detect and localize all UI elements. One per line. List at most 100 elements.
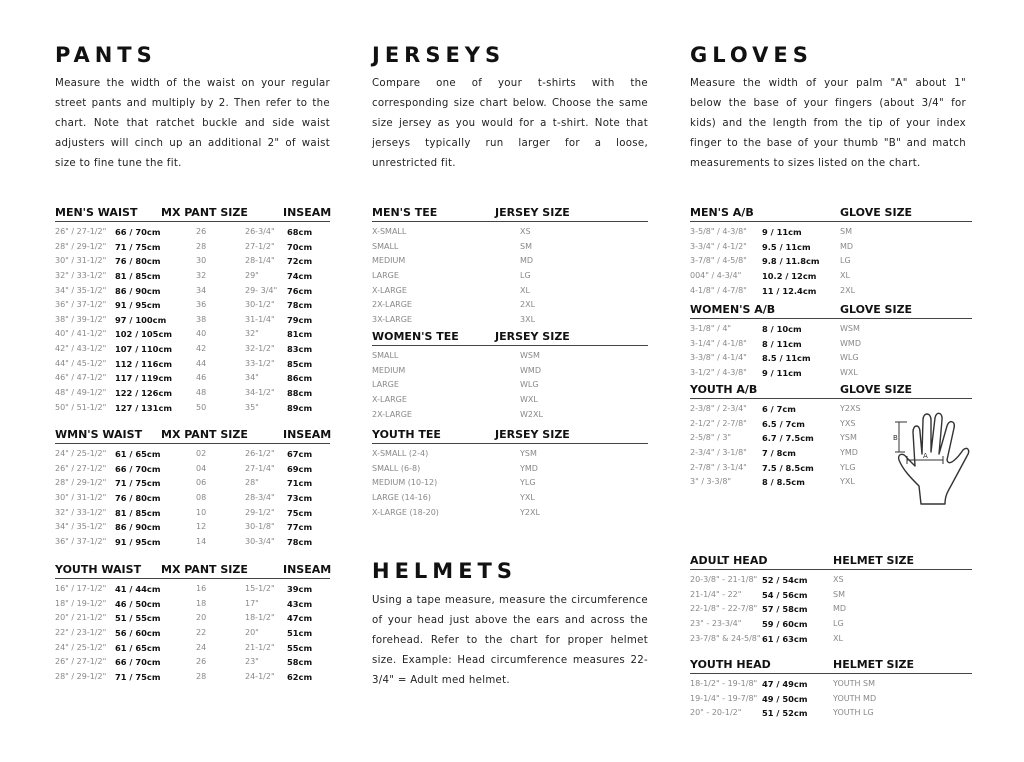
table-row: 30" / 31-1/2" 76 / 80cm 30 28-1/4" 72cm [55, 254, 330, 269]
table-header: YOUTH A/B GLOVE SIZE [690, 383, 972, 399]
table-row: 2X-LARGE 2XL [372, 298, 648, 313]
table-cell: 14 [196, 536, 207, 546]
column-header: GLOVE SIZE [840, 206, 913, 219]
table-row: 22" / 23-1/2" 56 / 60cm 22 20" 51cm [55, 626, 330, 641]
helmets-title: HELMETS [372, 559, 517, 583]
table-cell: 48" / 49-1/2" [55, 388, 107, 398]
table-cell: 74cm [287, 270, 313, 281]
table-row: 28" / 29-1/2" 71 / 75cm 28 27-1/2" 70cm [55, 240, 330, 255]
table-cell: 3-3/8" / 4-1/4" [690, 353, 747, 363]
table-cell: 66 / 70cm [115, 657, 161, 668]
jerseys-title: JERSEYS [372, 43, 506, 67]
table-cell: 112 / 116cm [115, 358, 173, 369]
pants-size-table-0: MEN'S WAIST MX PANT SIZE INSEAM 26" / 27-1/… [55, 206, 331, 416]
column-header: YOUTH HEAD [690, 658, 771, 671]
table-cell: YOUTH SM [833, 679, 876, 688]
table-cell: MD [840, 241, 854, 251]
table-cell: 81 / 85cm [115, 507, 161, 518]
table-row: MEDIUM MD [372, 254, 648, 269]
table-cell: 27-1/2" [245, 241, 275, 251]
table-cell: 2X-LARGE [372, 300, 412, 310]
table-cell: 71 / 75cm [115, 241, 161, 252]
table-cell: 6 / 7cm [762, 404, 796, 414]
table-cell: 117 / 119cm [115, 373, 173, 384]
column-header: MEN'S A/B [690, 206, 754, 219]
table-cell: 02 [196, 449, 207, 458]
gloves-description: Measure the width of your palm "A" about… [690, 78, 966, 169]
helmets-description: Using a tape measure, measure the circum… [372, 595, 648, 686]
glove-outline [897, 412, 970, 505]
table-cell: 70cm [287, 241, 313, 252]
table-cell: 11 / 12.4cm [762, 285, 817, 296]
table-row: 50" / 51-1/2" 127 / 131cm 50 35" 89cm [55, 401, 330, 416]
table-cell: 20" [245, 627, 259, 637]
pants-description: Measure the width of the waist on your r… [55, 78, 330, 169]
table-cell: 17" [245, 598, 259, 608]
table-cell: 26" / 27-1/2" [55, 463, 107, 473]
table-cell: 35" [245, 402, 259, 412]
table-cell: 3-1/2" / 4-3/8" [690, 367, 747, 377]
table-cell: 97 / 100cm [115, 314, 167, 325]
table-cell: WSM [840, 324, 860, 333]
table-row: 3-1/4" / 4-1/8" 8 / 11cm WMD [690, 337, 972, 352]
pants-size-table-1: WMN'S WAIST MX PANT SIZE INSEAM 24" / 25-1/… [55, 428, 331, 549]
table-cell: 44" / 45-1/2" [55, 358, 107, 368]
table-row: 46" / 47-1/2" 117 / 119cm 46 34" 86cm [55, 371, 330, 386]
jerseys-description: Compare one of your t-shirts with the co… [372, 78, 648, 169]
column-header: MEN'S TEE [372, 206, 438, 219]
table-cell: LG [520, 270, 531, 280]
table-cell: 28" [245, 478, 259, 488]
table-row: LARGE (14-16) YXL [372, 491, 648, 506]
table-cell: 8 / 11cm [762, 338, 802, 349]
table-row: 2-5/8" / 3" 6.7 / 7.5cm YSM [690, 431, 972, 446]
table-cell: 18" / 19-1/2" [55, 598, 107, 608]
table-cell: XL [520, 285, 530, 295]
table-cell: 33-1/2" [245, 358, 275, 368]
table-row: 26" / 27-1/2" 66 / 70cm 26 23" 58cm [55, 655, 330, 670]
table-cell: 78cm [287, 300, 313, 311]
table-header: WOMEN'S TEE JERSEY SIZE [372, 330, 648, 346]
table-cell: YSM [840, 433, 857, 443]
table-header: YOUTH WAIST MX PANT SIZE INSEAM [55, 563, 331, 579]
column-header: WMN'S WAIST [55, 428, 143, 441]
table-cell: 6.5 / 7cm [762, 418, 805, 429]
column-header: MX PANT SIZE [161, 563, 248, 576]
pants-title: PANTS [55, 43, 157, 67]
column-header: GLOVE SIZE [840, 383, 913, 396]
table-row: 2-1/2" / 2-7/8" 6.5 / 7cm YXS [690, 417, 972, 432]
table-cell: 3-7/8" / 4-5/8" [690, 256, 747, 266]
table-cell: SM [520, 241, 532, 251]
table-cell: 9.5 / 11cm [762, 241, 811, 252]
table-cell: 59 / 60cm [762, 618, 808, 629]
table-cell: 21-1/2" [245, 642, 275, 652]
table-cell: 50" / 51-1/2" [55, 402, 107, 412]
table-cell: YSM [520, 449, 537, 458]
table-row: 3X-LARGE 3XL [372, 313, 648, 328]
table-header: ADULT HEAD HELMET SIZE [690, 554, 972, 570]
table-cell: 20 [196, 613, 207, 623]
table-row: X-LARGE XL [372, 284, 648, 299]
table-cell: 42" / 43-1/2" [55, 344, 107, 354]
table-cell: 9 / 11cm [762, 227, 802, 237]
table-cell: SMALL [372, 241, 399, 251]
pants-size-table-2: YOUTH WAIST MX PANT SIZE INSEAM 16" / 17-1/… [55, 563, 331, 684]
label-a: A [923, 452, 928, 460]
table-cell: 23" - 23-3/4" [690, 618, 742, 628]
table-cell: 68cm [287, 227, 313, 237]
jerseys-size-table-2: YOUTH TEE JERSEY SIZE X-SMALL (2-4) YSM SMAL… [372, 428, 648, 520]
table-cell: 36 [196, 300, 207, 310]
table-cell: 51 / 52cm [762, 708, 808, 719]
table-cell: 10 [196, 507, 207, 517]
gloves-size-table-1: WOMEN'S A/B GLOVE SIZE 3-1/8" / 4" 8 / 10cm… [690, 303, 972, 381]
table-cell: 54 / 56cm [762, 589, 808, 600]
table-cell: 30-3/4" [245, 536, 275, 546]
table-cell: 3X-LARGE [372, 314, 412, 324]
table-cell: 56 / 60cm [115, 627, 161, 638]
table-row: 24" / 25-1/2" 61 / 65cm 24 21-1/2" 55cm [55, 641, 330, 656]
table-row: 18-1/2" - 19-1/8" 47 / 49cm YOUTH SM [690, 677, 972, 692]
table-cell: 42 [196, 344, 207, 354]
helmets-size-table-1: YOUTH HEAD HELMET SIZE 18-1/2" - 19-1/8" 47… [690, 658, 972, 721]
table-cell: 2XL [840, 285, 856, 295]
table-cell: LARGE (14-16) [372, 492, 431, 502]
